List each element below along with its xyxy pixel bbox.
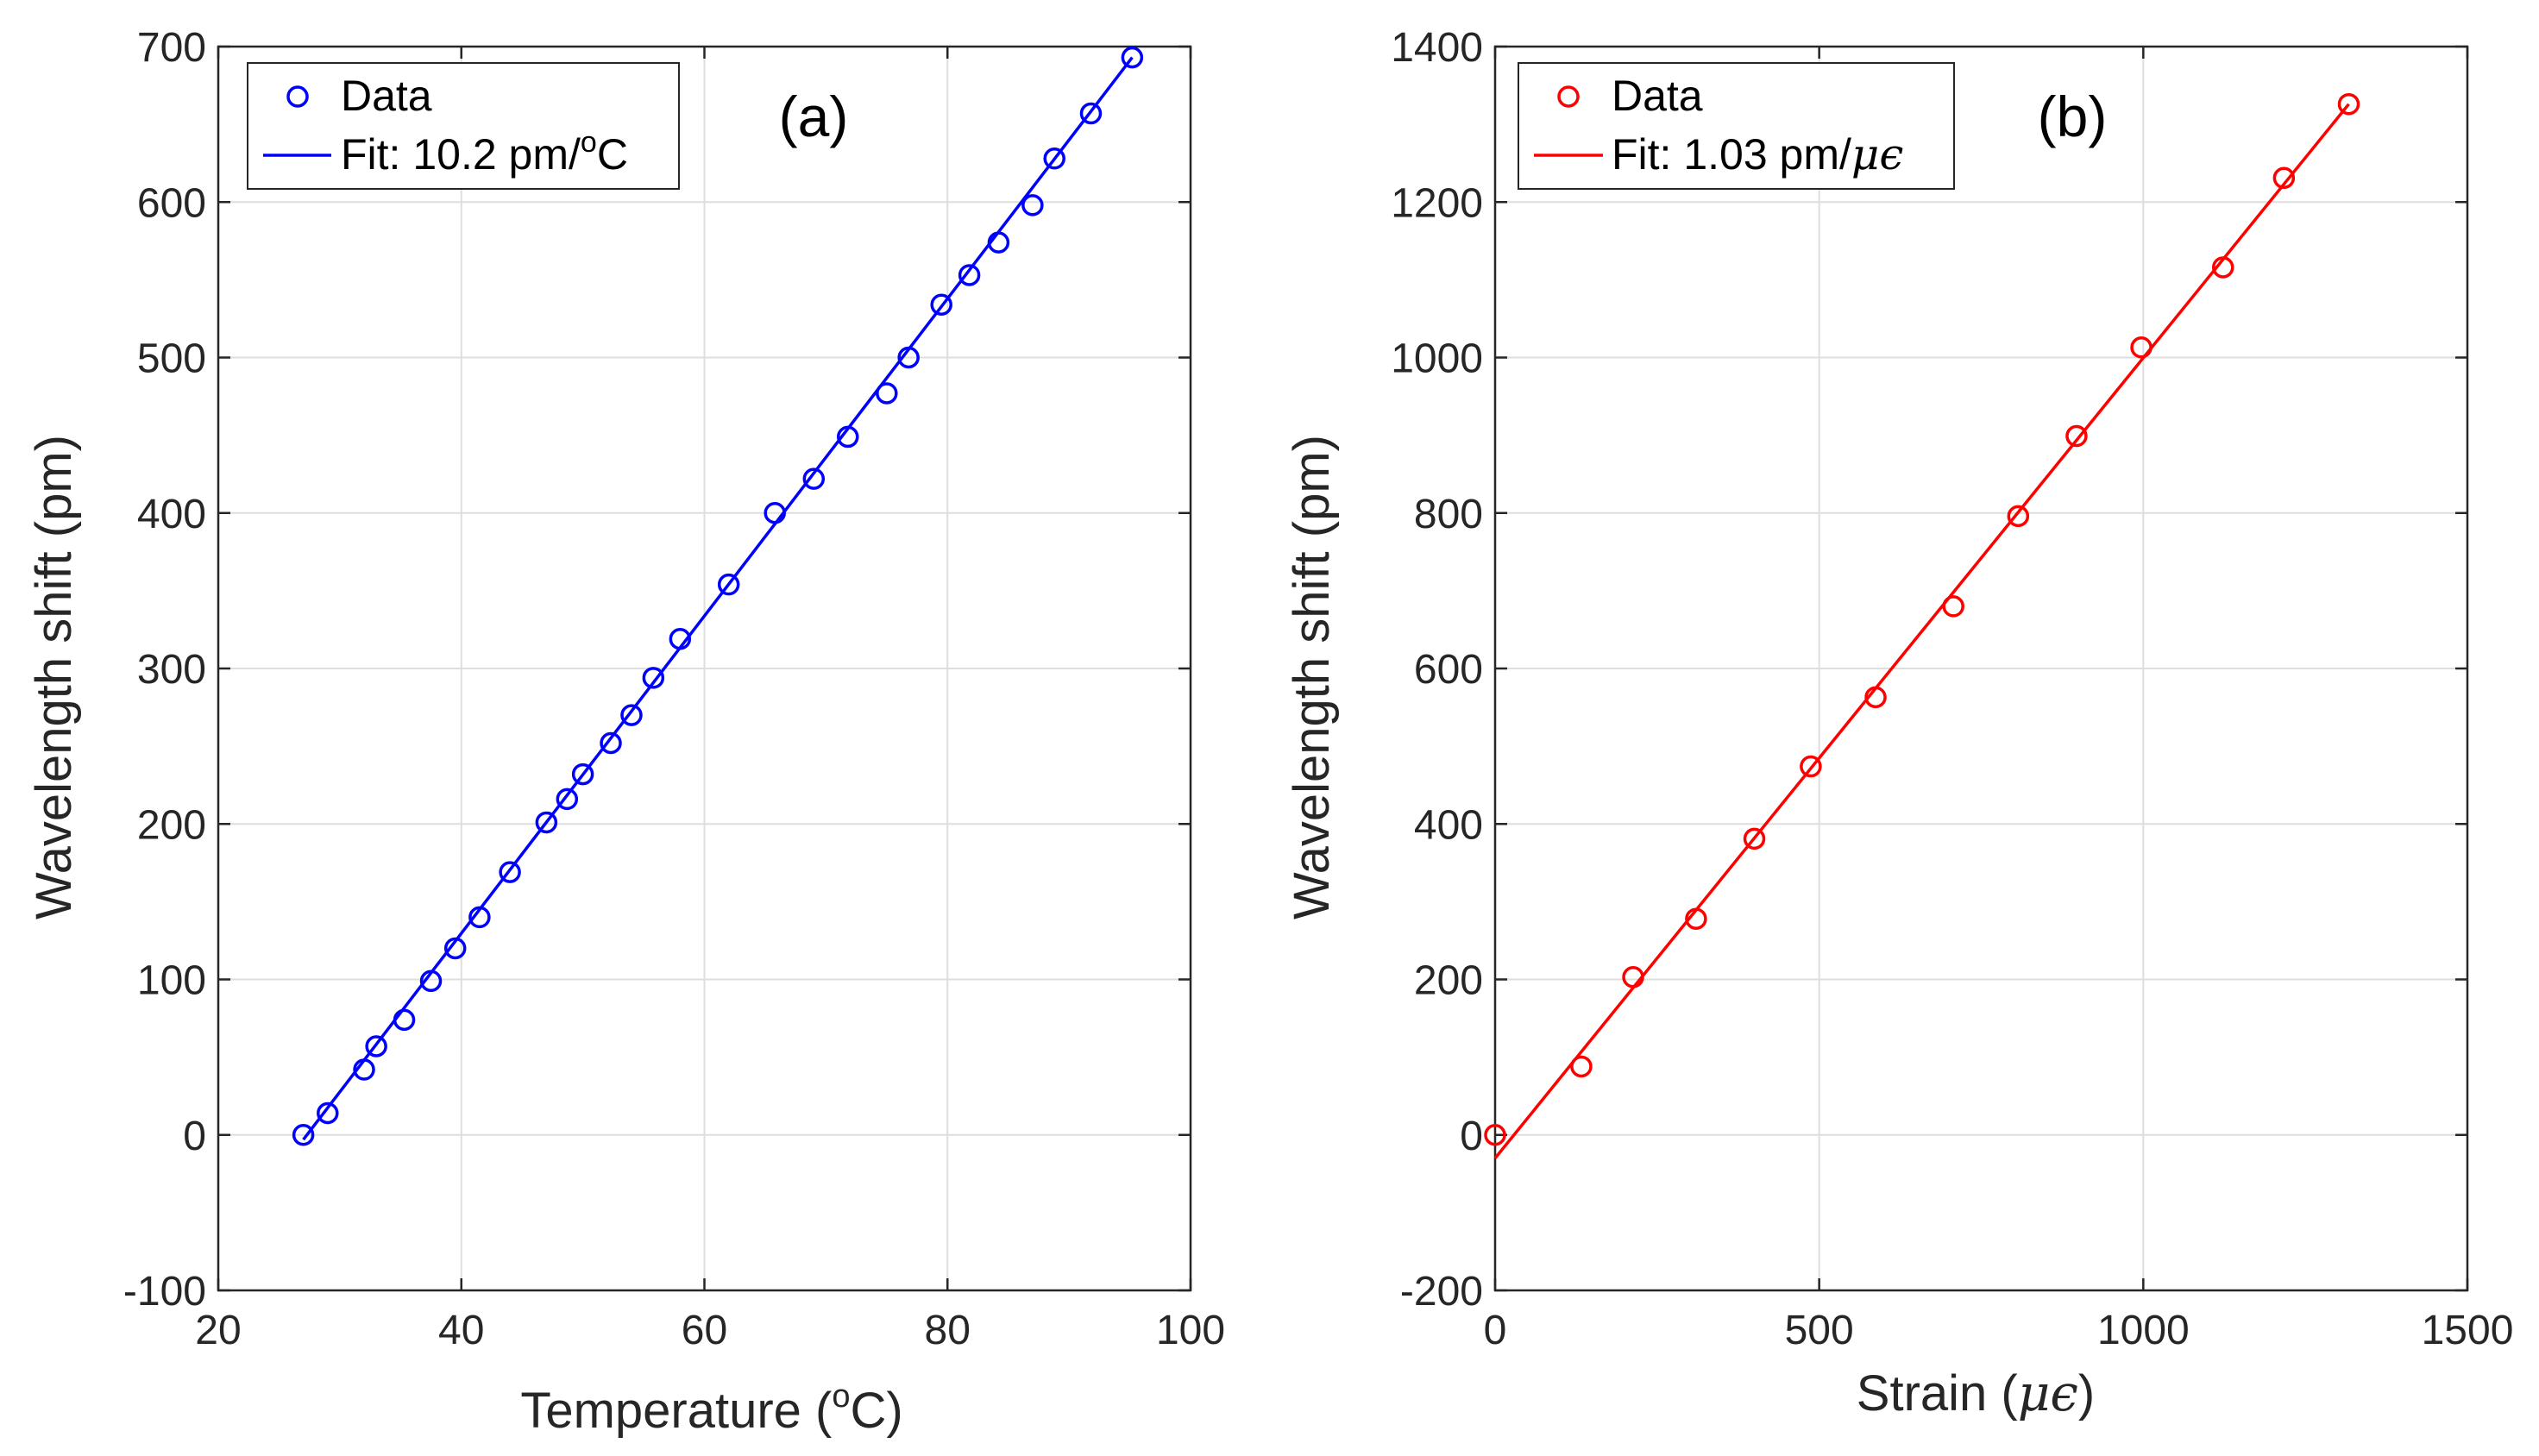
data-point [393,1008,416,1032]
x-tick-label: 1500 [2422,1308,2514,1353]
data-point [717,573,740,596]
y-tick-label: 1000 [1391,336,1483,382]
y-tick-label: 500 [137,336,206,382]
grid-lines-b [1495,47,2467,1290]
y-tick-label: 600 [1414,647,1483,693]
data-point [1743,827,1766,850]
fit-line [1493,103,2350,1159]
legend-box-b [1518,62,1955,190]
data-point [556,788,579,811]
legend-marker-icon-a [286,85,309,108]
tick-labels-a: 20 40 60 80 100 -100 0 100 200 300 400 500 600 700 [123,25,1225,1353]
data-point [930,293,952,316]
y-tick-label: 0 [183,1114,206,1159]
fit-line [302,56,1134,1141]
x-axis-label-a: Temperature (oC) [520,1378,902,1439]
y-tick-label: -200 [1400,1269,1483,1315]
panel-label-b: (b) [2038,85,2108,148]
data-point [571,763,594,786]
y-axis-label-b: Wavelength shift (pm) [1284,435,1340,919]
data-point [1942,595,1964,618]
data-point [2211,256,2234,279]
data-point [2272,166,2296,190]
x-tick-label: 0 [1484,1308,1507,1353]
data-point [499,861,521,883]
panel-label-a: (a) [779,85,849,148]
data-point [2007,505,2030,528]
legend-data-label-a: Data [341,72,432,120]
x-tick-label: 80 [925,1308,971,1353]
x-tick-label: 40 [438,1308,484,1353]
grid-lines-a [218,47,1191,1290]
data-point [365,1035,387,1057]
data-point [1864,686,1887,709]
legend-b: Data Fit: 1.03 pm/μϵ [1518,62,1955,190]
y-tick-label: 600 [137,180,206,226]
x-tick-label: 60 [682,1308,727,1353]
x-tick-label: 500 [1785,1308,1854,1353]
legend-fit-label-a: Fit: 10.2 pm/oC [341,126,628,179]
data-point [620,704,643,726]
y-tick-label: 200 [1414,958,1483,1004]
axis-ticks-b [1493,45,2469,1292]
legend-data-label-b: Data [1612,72,1703,120]
data-point [1021,194,1044,217]
x-tick-label: 20 [195,1308,241,1353]
data-marks-a [292,46,1144,1146]
data-point [1800,755,1822,778]
legend-a: Data Fit: 10.2 pm/oC [247,62,680,190]
y-tick-label: 400 [137,492,206,537]
data-point [958,264,981,286]
data-point [419,970,443,993]
axis-ticks-a [217,45,1192,1292]
data-point [443,937,467,960]
data-point [836,425,859,449]
y-tick-label: 200 [137,802,206,848]
tick-labels-b: 0 500 1000 1500-200020040060080010001200140… [1391,25,2513,1353]
data-point [1484,1124,1506,1146]
strain-chart-panel: 0 500 1000 1500-200020040060080010001200140… [1284,25,2513,1422]
data-point [987,231,1010,254]
data-point [535,811,558,834]
y-tick-label: 0 [1460,1114,1483,1159]
y-tick-label: 1400 [1391,25,1483,71]
legend-box-a [247,62,680,190]
y-tick-label: -100 [123,1269,206,1315]
data-point [897,346,920,369]
data-point [292,1124,315,1146]
y-tick-label: 300 [137,647,206,693]
data-point [669,628,692,650]
data-point [2065,424,2088,448]
y-tick-label: 400 [1414,802,1483,848]
y-tick-label: 100 [137,958,206,1004]
y-tick-label: 1200 [1391,180,1483,226]
y-tick-label: 800 [1414,492,1483,537]
y-tick-label: 700 [137,25,206,71]
data-point [600,731,622,755]
data-point [2130,336,2152,359]
data-point [642,667,665,689]
x-axis-label-b: Strain (μϵ) [1857,1364,2095,1422]
data-point [1570,1055,1593,1078]
x-tick-label: 1000 [2097,1308,2190,1353]
data-point [1622,966,1644,988]
data-point [1685,907,1707,930]
data-point [876,382,898,405]
data-point [764,502,786,524]
legend-marker-icon-b [1557,85,1580,108]
y-axis-label-a: Wavelength shift (pm) [26,435,82,919]
x-tick-label: 100 [1156,1308,1225,1353]
data-point [1079,102,1103,125]
data-point [802,468,826,490]
data-marks-b [1484,92,2360,1159]
legend-fit-label-b: Fit: 1.03 pm/μϵ [1612,129,1903,179]
data-point [1043,147,1065,170]
data-point [353,1058,375,1081]
data-point [468,906,491,929]
data-point [317,1101,339,1125]
data-point [2337,92,2360,116]
data-point [1121,46,1144,69]
temperature-chart-panel: 20 40 60 80 100 -100 0 100 200 300 400 500 600 700 Te… [26,25,1225,1439]
